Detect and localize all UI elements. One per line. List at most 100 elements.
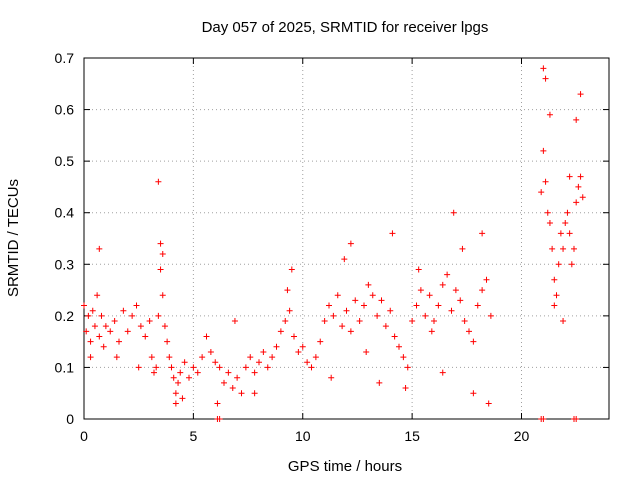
x-tick-label: 20 <box>514 428 530 444</box>
data-point <box>96 333 103 340</box>
data-point <box>299 343 306 350</box>
data-point <box>339 323 346 330</box>
data-point <box>312 354 319 361</box>
data-point <box>560 245 567 252</box>
data-point <box>94 292 101 299</box>
data-point <box>415 266 422 273</box>
data-point <box>549 245 556 252</box>
axis-ticks: 0 0.1 0.2 0.3 0.4 0.5 0.6 0.7 0 5 10 15 20 <box>55 50 609 444</box>
data-point <box>317 338 324 345</box>
data-point <box>207 348 214 355</box>
data-point <box>422 312 429 319</box>
y-tick-label: 0.7 <box>55 50 75 66</box>
x-axis-label: GPS time / hours <box>288 458 402 475</box>
data-point <box>170 374 177 381</box>
data-point <box>321 318 328 325</box>
data-point <box>100 343 107 350</box>
data-point <box>564 209 571 216</box>
data-point <box>247 354 254 361</box>
data-point <box>98 312 105 319</box>
data-point <box>161 323 168 330</box>
data-point <box>282 318 289 325</box>
data-point <box>431 318 437 325</box>
data-point <box>542 75 549 82</box>
y-tick-label: 0.4 <box>55 205 75 221</box>
data-point <box>221 379 227 386</box>
data-point <box>304 359 311 366</box>
data-point <box>341 256 348 263</box>
data-point <box>179 395 186 402</box>
data-point <box>85 312 92 319</box>
data-point <box>96 245 103 252</box>
data-point <box>426 292 433 299</box>
data-point <box>428 328 435 335</box>
data-point <box>129 312 136 319</box>
data-point <box>155 178 162 185</box>
data-point <box>291 333 297 340</box>
data-point <box>120 307 127 314</box>
data-point <box>216 416 223 422</box>
data-point <box>181 359 188 366</box>
data-point <box>159 292 166 299</box>
data-point <box>168 364 175 371</box>
data-point <box>448 307 455 314</box>
data-point <box>87 354 94 361</box>
y-tick-label: 0.1 <box>55 359 75 375</box>
data-point <box>234 374 241 381</box>
data-point <box>334 292 341 299</box>
data-point <box>479 230 486 237</box>
data-point <box>369 292 376 299</box>
data-point <box>148 354 155 361</box>
data-point <box>568 261 575 268</box>
x-tick-label: 5 <box>189 428 197 444</box>
data-point <box>577 173 584 180</box>
data-point <box>474 302 481 309</box>
data-point <box>326 302 332 309</box>
data-point <box>487 312 494 319</box>
data-point <box>155 312 162 319</box>
data-point <box>356 318 363 325</box>
data-point <box>343 307 350 314</box>
data-point <box>439 369 446 376</box>
data-point <box>203 333 210 340</box>
data-point <box>153 364 160 371</box>
data-point <box>251 390 258 397</box>
data-point <box>87 338 94 345</box>
data-point <box>242 364 249 371</box>
data-point <box>566 230 573 237</box>
data-point <box>470 390 477 397</box>
data-point <box>214 400 221 407</box>
data-point <box>483 276 490 283</box>
data-point <box>402 385 409 392</box>
data-point <box>544 209 551 216</box>
data-point <box>347 240 354 247</box>
x-tick-label: 15 <box>404 428 420 444</box>
data-point <box>81 302 87 309</box>
data-point <box>566 173 573 180</box>
data-point <box>284 287 291 294</box>
data-point <box>151 369 157 376</box>
data-point <box>172 400 179 407</box>
data-point <box>452 287 459 294</box>
y-tick-label: 0 <box>66 411 74 427</box>
data-point <box>557 230 564 237</box>
data-point <box>146 318 153 325</box>
data-point <box>175 379 182 386</box>
data-point <box>540 147 547 154</box>
data-point <box>159 250 166 257</box>
data-point <box>573 116 580 123</box>
data-point <box>251 369 258 376</box>
data-point <box>404 364 411 371</box>
data-point <box>164 338 171 345</box>
y-tick-label: 0.5 <box>55 153 75 169</box>
data-point <box>328 374 335 381</box>
data-point <box>260 348 267 355</box>
data-point <box>194 369 201 376</box>
data-point <box>470 338 477 345</box>
data-point <box>413 302 420 309</box>
data-point <box>450 209 457 216</box>
data-point <box>124 328 131 335</box>
data-point <box>546 111 553 118</box>
data-points <box>81 65 586 422</box>
